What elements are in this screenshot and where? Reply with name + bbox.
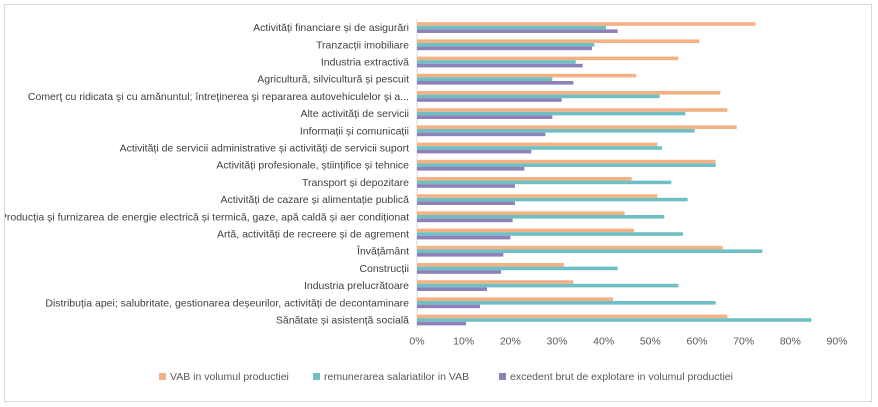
bar-excedent xyxy=(417,115,553,119)
bar-remunerare xyxy=(417,197,688,202)
bar-remunerare xyxy=(417,77,553,81)
bar-excedent xyxy=(417,167,525,171)
bar-remunerare xyxy=(417,232,683,236)
bar-remunerare xyxy=(417,318,812,322)
category-label: Artă, activități de recreere și de agrem… xyxy=(217,229,409,241)
x-tick-label: 80% xyxy=(780,336,801,348)
legend-swatch xyxy=(499,373,506,380)
bar-excedent xyxy=(417,321,466,326)
bar-remunerare xyxy=(417,180,672,185)
legend-swatch xyxy=(313,373,320,380)
legend-label: remunerarea salariatilor in VAB xyxy=(324,371,469,383)
legend-label: excedent brut de explotare in volumul pr… xyxy=(510,371,733,383)
bar-remunerare xyxy=(417,25,606,30)
bar-remunerare xyxy=(417,283,679,288)
category-label: Producția și furnizarea de energie elect… xyxy=(5,211,409,223)
bar-excedent xyxy=(417,235,511,240)
chart-frame: Activități financiare și de asigurări Tra… xyxy=(4,4,872,402)
category-label: Construcții xyxy=(359,263,409,275)
bar-vab xyxy=(417,39,700,43)
category-label: Învățământ xyxy=(356,245,409,258)
bar-vab xyxy=(417,297,613,301)
bar-vab xyxy=(417,228,634,233)
bar-excedent xyxy=(417,29,618,33)
bar-remunerare xyxy=(417,94,660,99)
legend-label: VAB in volumul productiei xyxy=(170,371,289,383)
bar-excedent xyxy=(417,63,583,68)
bar-vab xyxy=(417,125,737,129)
category-label: Industria prelucrătoare xyxy=(304,280,409,292)
bar-excedent xyxy=(417,218,513,223)
x-tick-label: 0% xyxy=(409,336,424,348)
category-label: Alte activități de servicii xyxy=(300,108,409,120)
bar-excedent xyxy=(417,253,504,257)
bar-vab xyxy=(417,108,728,112)
legend: VAB in volumul productiei remunerarea sal… xyxy=(159,371,733,383)
bar-excedent xyxy=(417,132,546,137)
bar-vab xyxy=(417,245,723,250)
bar-excedent xyxy=(417,184,515,188)
bar-excedent xyxy=(417,201,515,205)
legend-swatch xyxy=(159,373,166,380)
bar-excedent xyxy=(417,270,501,274)
bar-remunerare xyxy=(417,215,665,219)
bar-vab xyxy=(417,56,679,61)
bar-excedent xyxy=(417,81,574,85)
bar-vab xyxy=(417,142,658,147)
bar-vab xyxy=(417,314,728,319)
bar-vab xyxy=(417,280,574,284)
category-label: Transport și depozitare xyxy=(302,177,409,189)
category-label: Tranzacții imobiliare xyxy=(316,39,409,51)
bar-remunerare xyxy=(417,111,686,116)
category-label: Industria extractivă xyxy=(321,57,409,69)
bar-remunerare xyxy=(417,129,695,133)
x-tick-labels: 0% 10% 20% 30% 40% 50% 60% 70% 80% 90% xyxy=(409,336,847,348)
bar-vab xyxy=(417,194,658,198)
category-label: Comerţ cu ridicata şi cu amănuntul; într… xyxy=(28,91,409,103)
bar-excedent xyxy=(417,149,532,154)
category-label: Distribuția apei; salubritate, gestionar… xyxy=(45,297,409,309)
category-label: Informații și comunicații xyxy=(300,125,409,137)
category-label: Sănătate și asistență socială xyxy=(276,315,409,327)
bar-vab xyxy=(417,159,716,164)
category-labels: Activități financiare și de asigurări Tra… xyxy=(5,22,409,326)
bar-excedent xyxy=(417,287,487,291)
x-tick-label: 50% xyxy=(640,336,661,348)
bar-excedent xyxy=(417,46,592,51)
bar-vab xyxy=(417,22,756,26)
bars-group xyxy=(417,22,812,326)
category-label: Agricultură, silvicultură și pescuit xyxy=(257,74,409,86)
bar-vab xyxy=(417,211,625,215)
category-label: Activități financiare și de asigurări xyxy=(253,22,409,34)
bar-remunerare xyxy=(417,43,595,47)
bar-remunerare xyxy=(417,301,716,305)
bar-remunerare xyxy=(417,60,576,64)
x-tick-label: 90% xyxy=(826,336,847,348)
x-tick-label: 70% xyxy=(733,336,754,348)
x-tick-label: 60% xyxy=(686,336,707,348)
bar-vab xyxy=(417,263,564,267)
bar-remunerare xyxy=(417,249,763,253)
category-label: Activități de cazare și alimentație publ… xyxy=(220,194,409,206)
bar-chart: Activități financiare și de asigurări Tra… xyxy=(5,19,848,383)
bar-remunerare xyxy=(417,146,662,150)
x-tick-label: 40% xyxy=(593,336,614,348)
bar-vab xyxy=(417,91,721,95)
category-label: Activități de servicii administrative și… xyxy=(120,143,410,155)
x-tick-label: 20% xyxy=(500,336,521,348)
bar-vab xyxy=(417,177,632,181)
category-label: Activități profesionale, științifice și … xyxy=(216,160,409,172)
bar-vab xyxy=(417,73,637,78)
bar-remunerare xyxy=(417,266,618,271)
x-tick-label: 30% xyxy=(546,336,567,348)
bar-remunerare xyxy=(417,163,716,167)
bar-excedent xyxy=(417,98,562,102)
bar-excedent xyxy=(417,304,480,309)
x-tick-label: 10% xyxy=(453,336,474,348)
